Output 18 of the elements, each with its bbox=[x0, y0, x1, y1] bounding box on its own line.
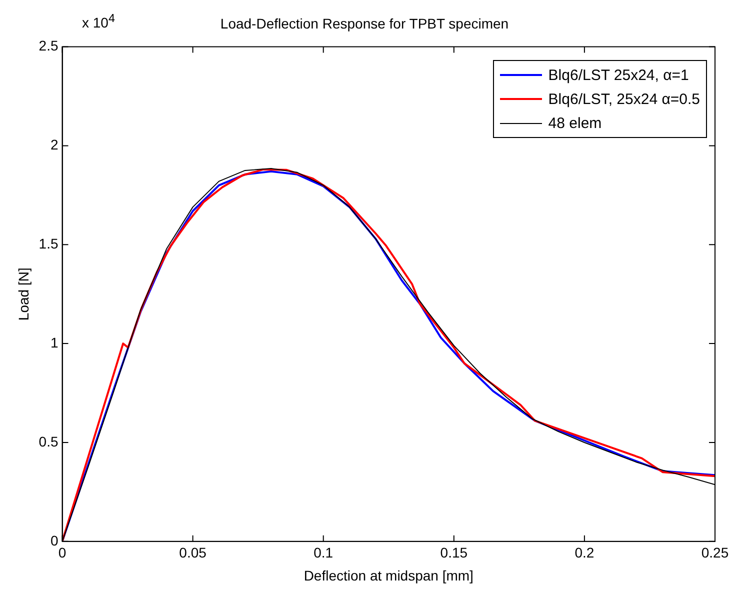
x-tick-label: 0.25 bbox=[701, 544, 729, 561]
y-tick-label: 1 bbox=[50, 334, 58, 350]
y-tick-label: 0.5 bbox=[38, 433, 58, 450]
text: x 10$^{4}$ bbox=[82, 12, 115, 31]
y-tick-label: 1.5 bbox=[38, 236, 58, 252]
legend-label: Blq6/LST, 25x24 α=0.5 bbox=[548, 90, 700, 108]
legend-label: Blq6/LST 25x24, α=1 bbox=[548, 66, 689, 84]
chart-title: Load-Deflection Response for TPBT specimen bbox=[220, 15, 509, 32]
x-tick-label: 0.05 bbox=[179, 544, 207, 561]
y-axis-title: Load [N] bbox=[15, 268, 32, 321]
x-tick-label: 0.1 bbox=[314, 544, 334, 561]
x-tick-label: 0.2 bbox=[574, 544, 594, 561]
y-tick-label: 0 bbox=[50, 532, 58, 548]
legend-label: 48 elem bbox=[548, 114, 602, 132]
y-tick-label: 2 bbox=[50, 136, 58, 153]
y-tick-label: 2.5 bbox=[38, 38, 58, 54]
x-axis-title: Deflection at midspan [mm] bbox=[304, 567, 474, 584]
x-tick-label: 0.15 bbox=[440, 544, 468, 561]
